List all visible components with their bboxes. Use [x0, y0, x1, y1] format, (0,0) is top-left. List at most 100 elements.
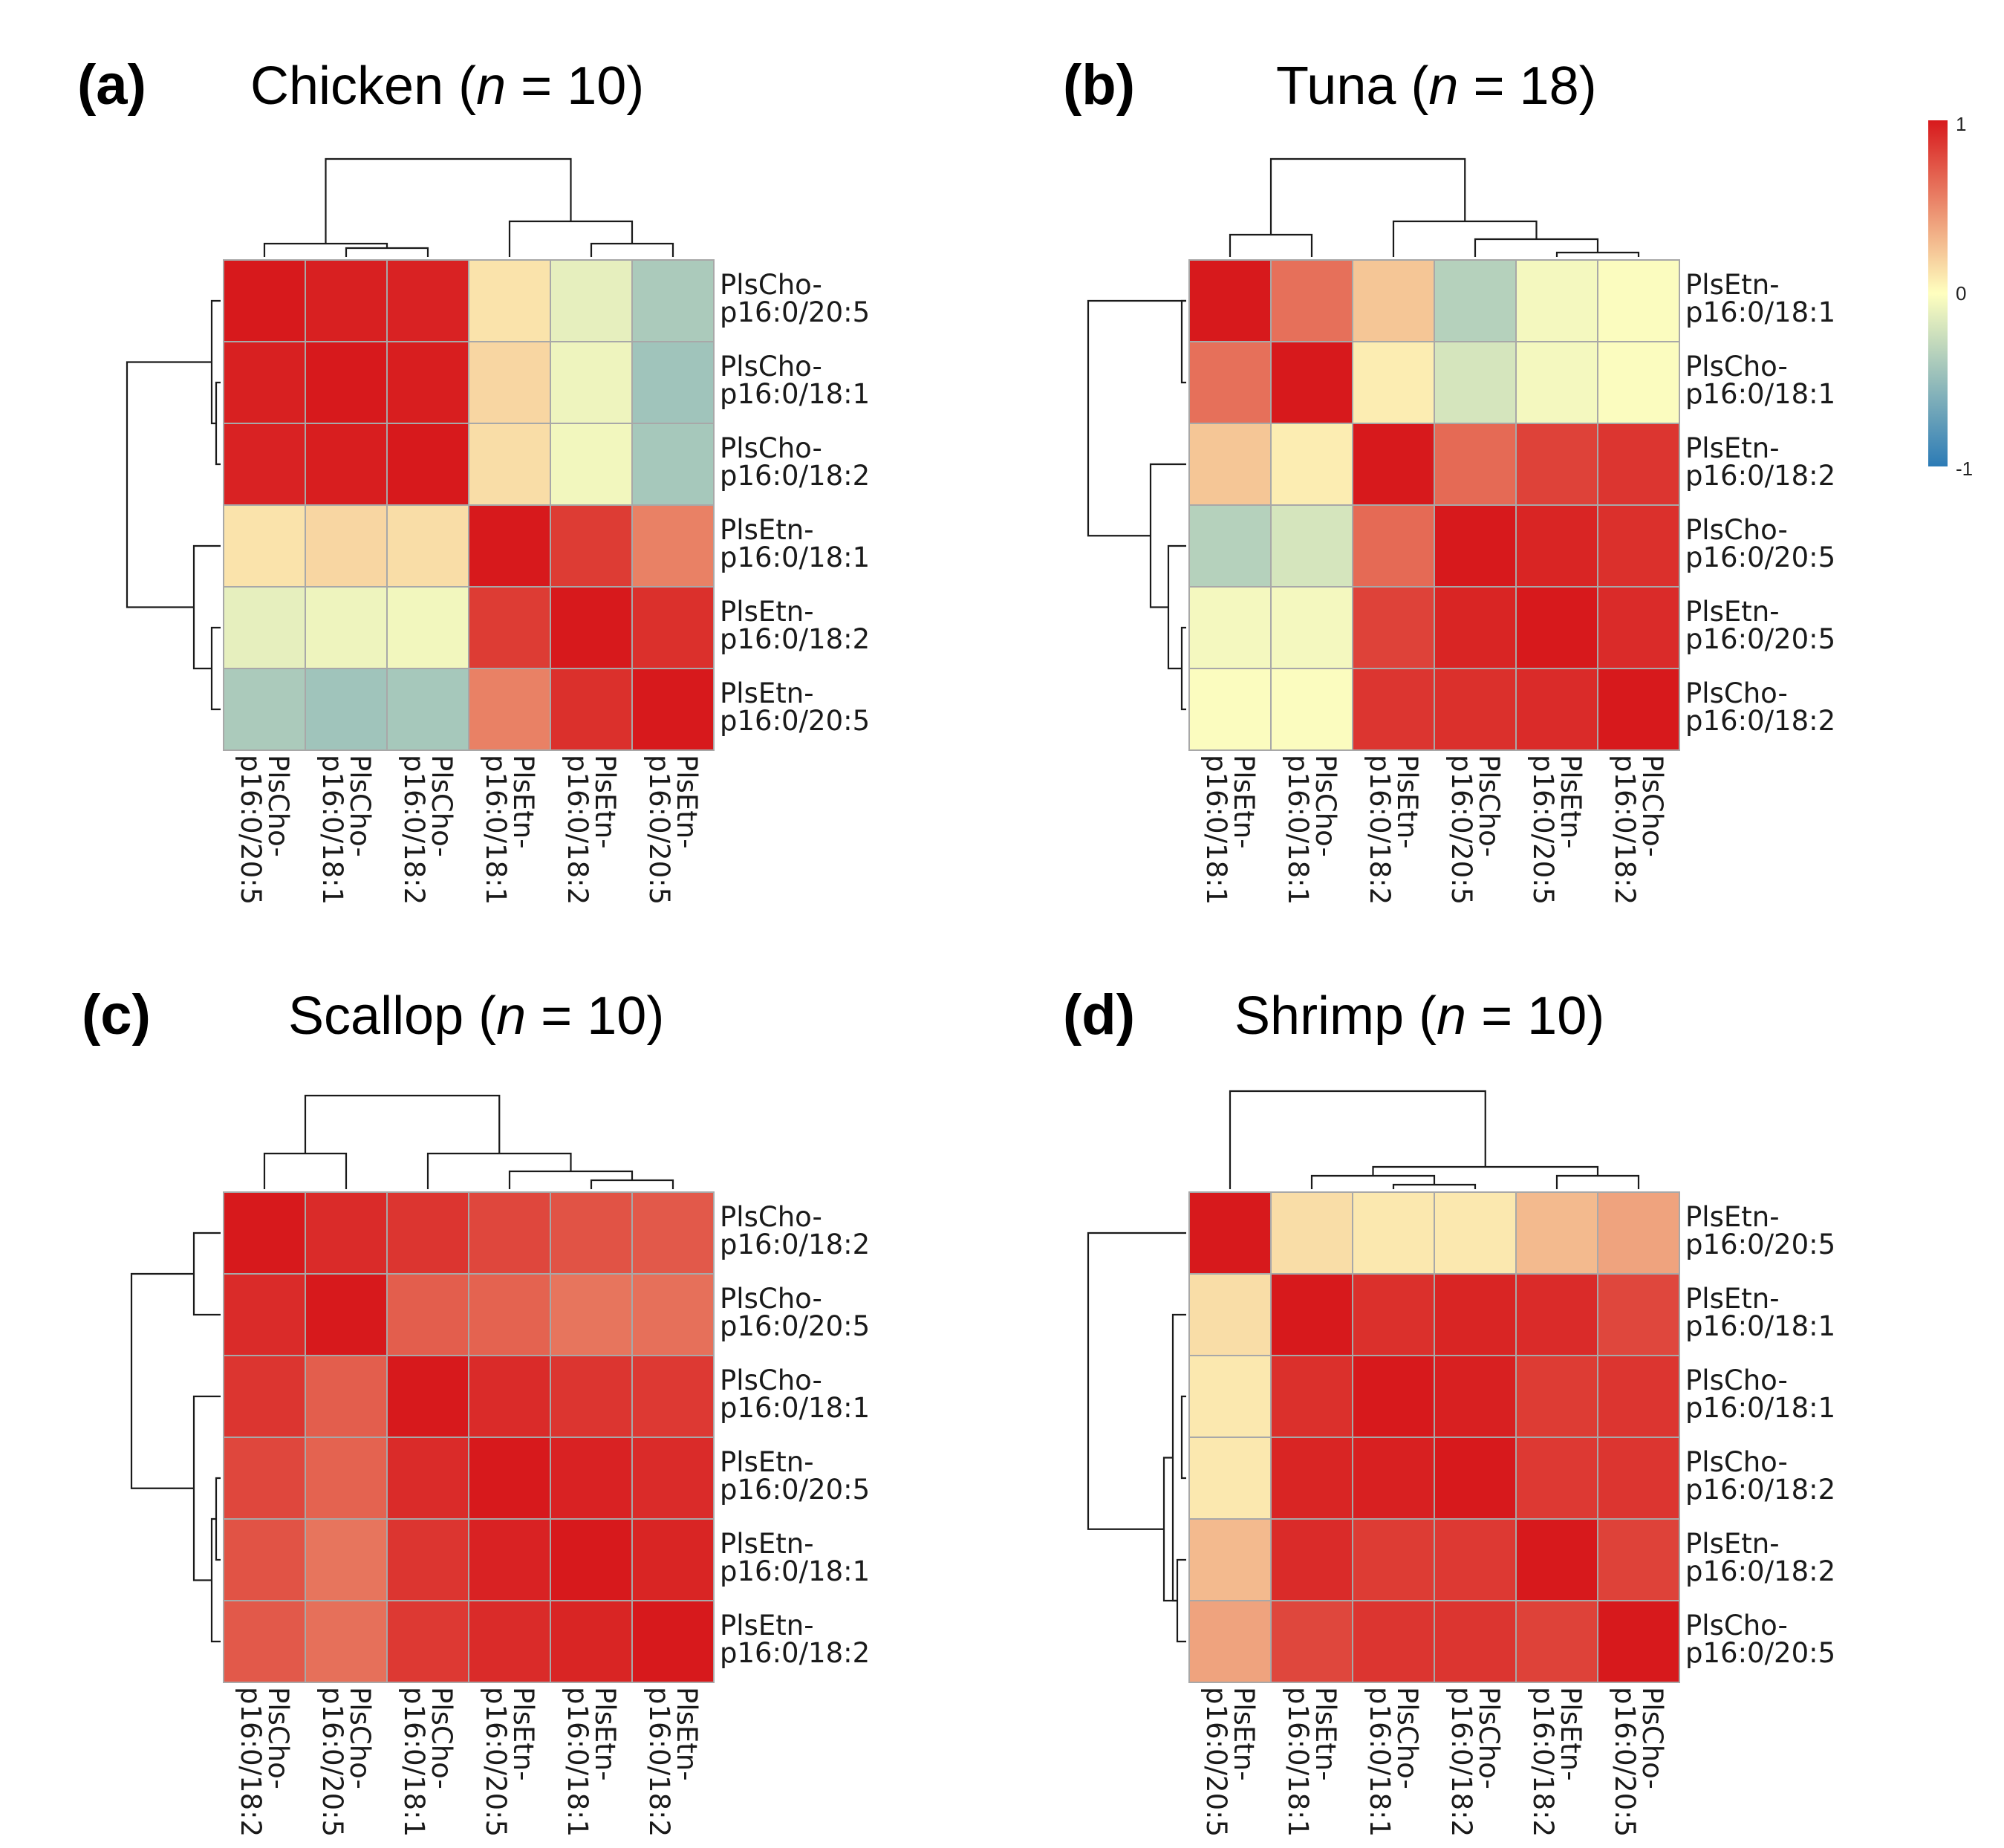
panel-title-n-value: = 10) [1466, 986, 1604, 1046]
heatmap-cell [305, 341, 388, 424]
heatmap-cell [1352, 423, 1435, 506]
row-dendrogram-branch [1087, 1232, 1186, 1530]
panel-title-n-value: = 10) [526, 986, 664, 1046]
panel-title: Scallop (n = 10) [288, 986, 664, 1046]
col-label-class: PlsCho- [1636, 1687, 1668, 1789]
panel-title-species: Shrimp ( [1234, 986, 1437, 1046]
row-label-class: PlsCho- [720, 1283, 822, 1315]
row-label-species: p16:0/18:2 [720, 460, 870, 492]
colorbar-tick-zero: 0 [1956, 282, 1966, 305]
col-label-class: PlsCho- [1391, 1687, 1423, 1789]
column-dendrogram-branch [1310, 1174, 1436, 1189]
col-label-class: PlsCho- [426, 755, 458, 857]
col-label-species: p16:0/18:1 [398, 1687, 430, 1837]
heatmap-cell [1352, 1600, 1435, 1683]
col-label-species: p16:0/18:2 [562, 755, 593, 905]
heatmap-cell [1352, 341, 1435, 424]
row-label-species: p16:0/20:5 [1685, 623, 1835, 655]
col-label-species: p16:0/18:1 [1282, 1687, 1314, 1837]
col-label-class: PlsCho- [344, 1687, 376, 1789]
row-label-class: PlsEtn- [720, 677, 814, 709]
heatmap-cell [1352, 1273, 1435, 1356]
col-label: PlsEtn-p16:0/18:1 [562, 1687, 621, 1837]
row-label-class: PlsEtn- [1685, 269, 1780, 301]
heatmap-cell [386, 1600, 469, 1683]
col-label-class: PlsEtn- [507, 755, 539, 849]
heatmap-cell [468, 423, 551, 506]
heatmap-cell [223, 668, 306, 751]
col-label: PlsEtn-p16:0/18:1 [480, 755, 539, 905]
col-label-group: PlsCho-p16:0/20:5 [1609, 1687, 1668, 1837]
heatmap-cell [1270, 341, 1353, 424]
col-label: PlsEtn-p16:0/20:5 [1527, 755, 1587, 905]
row-dendrogram-branch [1162, 1457, 1177, 1602]
row-label-species: p16:0/18:1 [1685, 1392, 1835, 1424]
col-label-group: PlsEtn-p16:0/20:5 [480, 1687, 539, 1837]
heatmap-cell [386, 668, 469, 751]
row-label-class: PlsCho- [1685, 677, 1788, 709]
col-label-group: PlsCho-p16:0/18:1 [316, 755, 376, 905]
heatmap-cell [1597, 1600, 1680, 1683]
col-label: PlsCho-p16:0/20:5 [1445, 755, 1505, 905]
heatmap-cell [1515, 668, 1598, 751]
row-label-species: p16:0/20:5 [1685, 1229, 1835, 1260]
row-label: PlsEtn-p16:0/18:1 [1685, 269, 1835, 328]
heatmap-cell [305, 423, 388, 506]
heatmap-cell [305, 586, 388, 669]
column-dendrogram-branch [1229, 233, 1313, 257]
row-label-species: p16:0/18:2 [720, 1229, 870, 1260]
col-label-species: p16:0/18:1 [316, 755, 348, 905]
heatmap-cell [1597, 341, 1680, 424]
col-label-group: PlsCho-p16:0/20:5 [235, 755, 294, 905]
heatmap-cell [550, 1273, 633, 1356]
col-label-class: PlsCho- [262, 1687, 294, 1789]
heatmap-cell [1515, 1518, 1598, 1601]
heatmap-cell [386, 341, 469, 424]
heatmap-cell [468, 259, 551, 342]
col-label: PlsCho-p16:0/18:2 [398, 755, 458, 905]
heatmap-cell [468, 504, 551, 588]
heatmap-cell [1597, 1355, 1680, 1438]
row-label-class: PlsEtn- [1685, 596, 1780, 628]
row-label-class: PlsEtn- [1685, 432, 1780, 464]
row-label-species: p16:0/20:5 [1685, 1637, 1835, 1669]
row-label-class: PlsCho- [720, 1364, 822, 1396]
panel-title: Chicken (n = 10) [250, 56, 644, 116]
col-label-class: PlsCho- [1636, 755, 1668, 857]
row-label-class: PlsEtn- [720, 514, 814, 546]
col-label-group: PlsCho-p16:0/18:1 [1364, 1687, 1423, 1837]
heatmap-cell [1270, 668, 1353, 751]
heatmap-cell [631, 341, 715, 424]
panel-title-species: Scallop ( [288, 986, 496, 1046]
col-label: PlsEtn-p16:0/18:2 [1527, 1687, 1587, 1837]
col-label-species: p16:0/20:5 [1609, 1687, 1641, 1837]
heatmap-cell [550, 1191, 633, 1275]
heatmap-cell [631, 1437, 715, 1520]
row-label: PlsCho-p16:0/18:2 [1685, 677, 1835, 737]
col-label-species: p16:0/18:2 [643, 1687, 675, 1837]
heatmap-cell [386, 259, 469, 342]
heatmap-cell [223, 423, 306, 506]
col-label-class: PlsEtn- [589, 1687, 621, 1781]
heatmap-cell [1597, 1191, 1680, 1275]
heatmap-cell [305, 1437, 388, 1520]
heatmap-cell [631, 504, 715, 588]
heatmap-cell [1188, 259, 1272, 342]
col-label-species: p16:0/20:5 [1527, 755, 1559, 905]
heatmap-cell [305, 1518, 388, 1601]
row-dendrogram-branch [192, 1232, 221, 1316]
colorbar-tick-max: 1 [1956, 113, 1966, 135]
heatmap-cell [305, 1273, 388, 1356]
heatmap-cell [305, 1600, 388, 1683]
heatmap-cell [386, 1518, 469, 1601]
panel-title-n-value: = 18) [1458, 56, 1596, 116]
heatmap-cell [1597, 423, 1680, 506]
col-label-class: PlsEtn- [1555, 755, 1587, 849]
row-label-class: PlsCho- [720, 1201, 822, 1233]
heatmap-cell [1515, 1191, 1598, 1275]
heatmap-cell [1515, 423, 1598, 506]
row-label-species: p16:0/18:2 [1685, 460, 1835, 492]
col-label-species: p16:0/18:2 [235, 1687, 267, 1837]
col-label-group: PlsCho-p16:0/18:2 [398, 755, 458, 905]
